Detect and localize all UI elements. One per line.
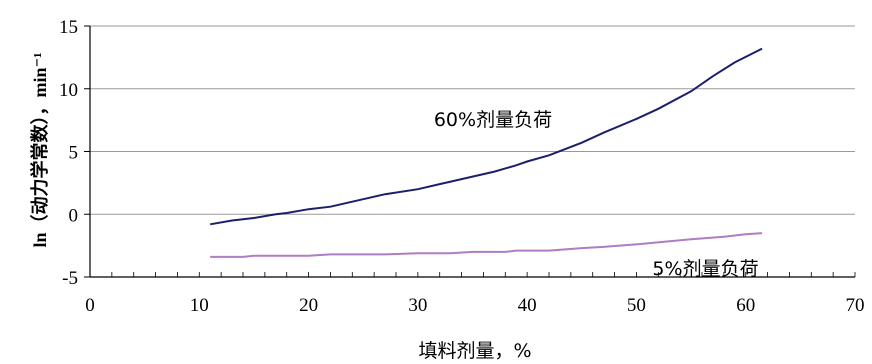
x-tick-label: 60 bbox=[736, 295, 755, 316]
axes bbox=[84, 25, 856, 278]
series-line-60pct bbox=[210, 47, 763, 226]
y-tick-label: 15 bbox=[59, 17, 78, 38]
x-tick-label: 70 bbox=[846, 295, 865, 316]
gridlines bbox=[90, 25, 855, 215]
annotation-60pct: 60%剂量负荷 bbox=[434, 109, 552, 131]
series-line-5pct bbox=[210, 232, 763, 258]
y-tick-label: 10 bbox=[59, 80, 78, 101]
x-tick-label: 20 bbox=[299, 295, 318, 316]
y-tick-label: -5 bbox=[62, 268, 78, 289]
x-tick-label: 30 bbox=[408, 295, 427, 316]
x-tick-label: 50 bbox=[627, 295, 646, 316]
annotation-5pct: 5%剂量负荷 bbox=[652, 258, 758, 280]
x-tick-label: 10 bbox=[190, 295, 209, 316]
y-tick-label: 5 bbox=[69, 143, 79, 164]
x-tick-label: 40 bbox=[518, 295, 537, 316]
x-tick-label: 0 bbox=[85, 295, 95, 316]
x-axis-label: 填料剂量，% bbox=[418, 340, 531, 362]
tick-labels: -5 0 5 10 15 0 10 20 30 40 50 60 70 bbox=[59, 17, 865, 316]
series-lines bbox=[210, 47, 763, 258]
y-axis-label: ln（动力学常数），min⁻¹ bbox=[29, 53, 50, 248]
annotations: 60%剂量负荷 5%剂量负荷 bbox=[434, 109, 759, 280]
y-tick-label: 0 bbox=[69, 205, 79, 226]
